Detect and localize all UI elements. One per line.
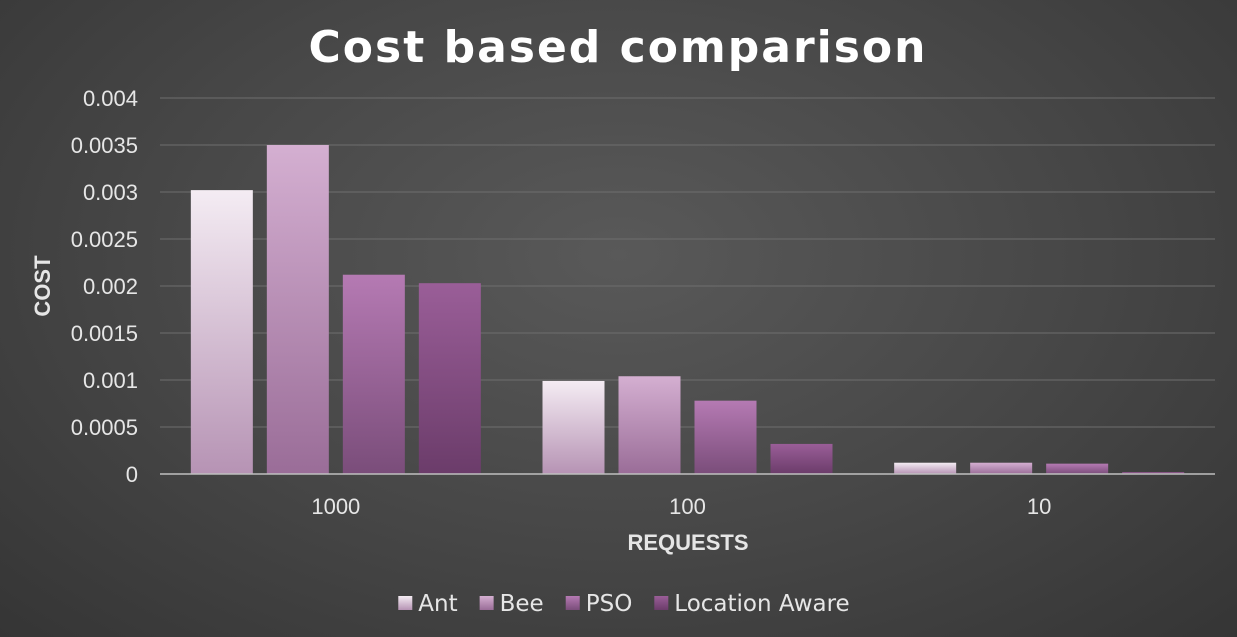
legend-item: Location Aware: [654, 591, 850, 617]
legend-label: Location Aware: [674, 591, 849, 617]
bar-pso-1000: [342, 274, 405, 474]
bar-location-aware-10: [1122, 472, 1185, 474]
x-axis-label: REQUESTS: [627, 530, 748, 555]
x-axis-ticks: 1000 100 10: [311, 494, 1051, 519]
y-tick-label: 0.0005: [71, 415, 138, 440]
y-tick-label: 0.004: [83, 86, 138, 111]
y-tick-label: 0.001: [83, 368, 138, 393]
legend-swatch: [398, 596, 413, 610]
bar-pso-10: [1046, 463, 1109, 474]
bar-pso-100: [694, 400, 757, 474]
legend-item: Bee: [479, 591, 544, 617]
legend: Ant Bee PSO Location Aware: [398, 591, 850, 617]
legend-swatch: [565, 596, 580, 610]
y-tick-label: 0.0035: [71, 133, 138, 158]
bar-bee-1000: [266, 145, 329, 474]
chart-title: Cost based comparison: [309, 22, 928, 73]
bar-location-aware-100: [770, 443, 833, 474]
y-tick-label: 0.0025: [71, 227, 138, 252]
legend-label: Ant: [418, 591, 457, 617]
bar-ant-10: [894, 462, 957, 474]
bar-ant-100: [542, 380, 605, 474]
bar-bee-100: [618, 376, 681, 474]
legend-item: Ant: [398, 591, 458, 617]
legend-swatch: [654, 596, 669, 610]
legend-label: PSO: [586, 591, 633, 617]
gridlines: [160, 97, 1215, 428]
y-tick-label: 0: [126, 462, 138, 487]
bar-bee-10: [970, 462, 1033, 474]
y-axis-ticks: 0 0.0005 0.001 0.0015 0.002 0.0025 0.003 0.0035…: [71, 86, 138, 487]
bar-ant-1000: [190, 190, 253, 474]
legend-label: Bee: [500, 591, 544, 617]
legend-swatch: [479, 596, 494, 610]
y-tick-label: 0.0015: [71, 321, 138, 346]
y-tick-label: 0.003: [83, 180, 138, 205]
legend-item: PSO: [565, 591, 633, 617]
y-tick-label: 0.002: [83, 274, 138, 299]
x-tick-label: 1000: [311, 494, 360, 519]
bars: [190, 145, 1185, 474]
x-tick-label: 100: [669, 494, 706, 519]
y-axis-label: COST: [30, 255, 55, 317]
x-tick-label: 10: [1027, 494, 1051, 519]
bar-location-aware-1000: [418, 283, 481, 474]
